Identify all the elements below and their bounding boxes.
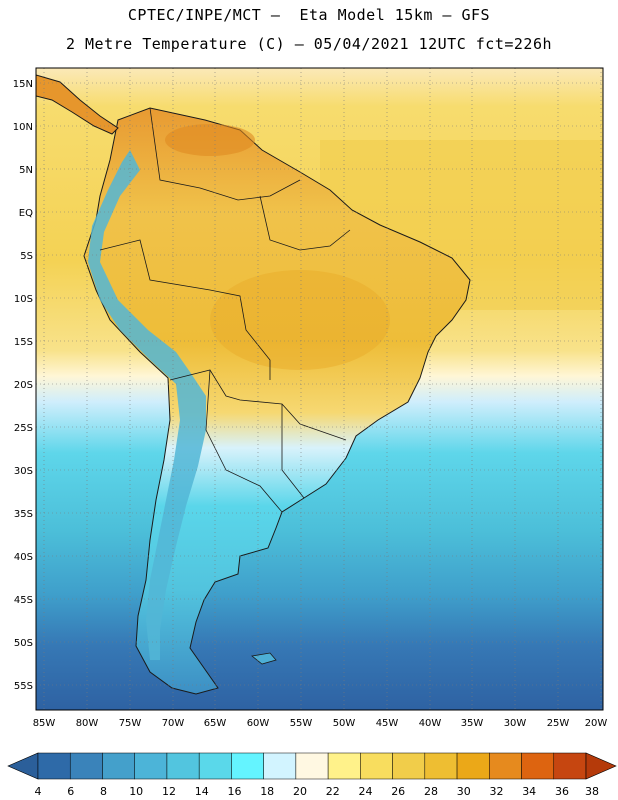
colorbar-box: [231, 752, 264, 780]
lon-label: 20W: [585, 718, 608, 729]
colorbar-label: 8: [100, 785, 107, 798]
colorbar-right-arrow: [585, 752, 617, 780]
brazil-warm-core: [210, 270, 390, 370]
map-field: [36, 68, 603, 710]
colorbar-box: [69, 752, 103, 780]
lat-label: 40S: [14, 552, 33, 563]
chart-subtitle: 2 Metre Temperature (C) – 05/04/2021 12U…: [65, 35, 553, 53]
lon-label: 55W: [290, 718, 313, 729]
andes-ridge: [88, 150, 206, 660]
lat-label: 15S: [14, 337, 33, 348]
colorbar-box: [102, 752, 135, 780]
colorbar-label: 6: [67, 785, 74, 798]
lat-label: 45S: [14, 595, 33, 606]
colorbar-box: [360, 752, 393, 780]
lat-label: 10S: [14, 294, 33, 305]
lon-label: 30W: [504, 718, 527, 729]
lon-label: 80W: [76, 718, 99, 729]
colorbar-label: 28: [424, 785, 438, 798]
colorbar-label: 4: [35, 785, 42, 798]
lat-label: 55S: [14, 681, 33, 692]
colorbar-box: [553, 752, 587, 780]
lat-label: 20S: [14, 380, 33, 391]
falkland-islands: [251, 652, 277, 665]
colorbar-label: 16: [228, 785, 242, 798]
lat-label: 15N: [13, 79, 33, 90]
colorbar-box: [521, 752, 555, 780]
lon-label: 85W: [33, 718, 56, 729]
colorbar-box: [456, 752, 490, 780]
lon-label: 45W: [376, 718, 399, 729]
country-borders: [99, 107, 351, 513]
lon-label: 65W: [204, 718, 227, 729]
lat-label: 35S: [14, 509, 33, 520]
chart-title: CPTEC/INPE/MCT – Eta Model 15km – GFS: [127, 6, 491, 24]
lon-label: 75W: [119, 718, 142, 729]
latitude-axis: 15N 10N 5N EQ 5S 10S 15S 20S 25S 30S 35S…: [13, 79, 33, 692]
colorbar-label: 20: [293, 785, 307, 798]
colorbar-box: [295, 752, 329, 780]
lat-label: EQ: [19, 208, 33, 219]
colorbar-left-arrow: [7, 752, 39, 780]
colorbar-boxes: [37, 752, 587, 780]
colorbar-label: 36: [555, 785, 569, 798]
colorbar-box: [424, 752, 458, 780]
colorbar-box: [37, 752, 71, 780]
longitude-axis: 85W 80W 75W 70W 65W 60W 55W 50W 45W 40W …: [33, 718, 608, 729]
lat-label: 5N: [19, 165, 33, 176]
colorbar-box: [489, 752, 522, 780]
map-border: [35, 67, 604, 711]
colorbar-box: [392, 752, 426, 780]
colorbar-label: 18: [260, 785, 274, 798]
lat-label: 10N: [13, 122, 33, 133]
colorbar-label: 26: [391, 785, 405, 798]
colorbar-label: 14: [195, 785, 209, 798]
colorbar-box: [198, 752, 232, 780]
colorbar-box: [263, 752, 297, 780]
colorbar-label: 30: [457, 785, 471, 798]
lon-label: 60W: [247, 718, 270, 729]
lon-label: 50W: [333, 718, 356, 729]
central-america-landmass: [36, 74, 119, 135]
lat-label: 50S: [14, 638, 33, 649]
color-scale-legend: 4 6 8 10 12 14 16 18 20 22 24 26 28 30 3…: [7, 752, 617, 798]
lon-label: 25W: [547, 718, 570, 729]
colorbar-label: 12: [162, 785, 176, 798]
lon-label: 40W: [419, 718, 442, 729]
colorbar-label: 34: [522, 785, 536, 798]
colorbar-labels: 4 6 8 10 12 14 16 18 20 22 24 26 28 30 3…: [35, 785, 600, 798]
map-gridlines: [36, 68, 603, 710]
colorbar-label: 24: [359, 785, 373, 798]
lon-label: 70W: [162, 718, 185, 729]
colorbar-label: 32: [490, 785, 504, 798]
lat-label: 5S: [20, 251, 33, 262]
lon-label: 35W: [461, 718, 484, 729]
colorbar-box: [134, 752, 168, 780]
lat-label: 30S: [14, 466, 33, 477]
map-frame: [35, 67, 604, 711]
colorbar-label: 38: [585, 785, 599, 798]
colorbar-box: [166, 752, 200, 780]
colorbar-label: 10: [129, 785, 143, 798]
venezuela-hot-spot: [165, 124, 255, 156]
colorbar-label: 22: [326, 785, 340, 798]
colorbar-box: [327, 752, 361, 780]
lat-label: 25S: [14, 423, 33, 434]
